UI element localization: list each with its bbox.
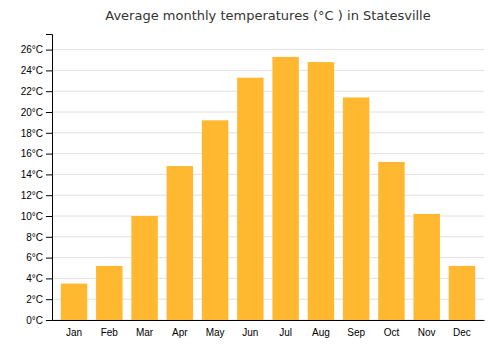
y-tick-mark	[46, 91, 52, 92]
y-tick-label: 16°C	[21, 148, 43, 159]
x-tick: Mar	[136, 327, 154, 338]
x-tick: Nov	[418, 327, 436, 338]
x-tick: Feb	[101, 327, 119, 338]
y-tick: 26°C	[21, 44, 52, 55]
y-tick-mark	[46, 320, 52, 321]
y-tick: 22°C	[21, 86, 52, 97]
bar	[131, 216, 157, 320]
y-tick-mark	[46, 216, 52, 217]
y-tick-label: 14°C	[21, 169, 43, 180]
y-tick-mark	[46, 133, 52, 134]
x-tick-label: Feb	[101, 327, 119, 338]
y-tick-label: 18°C	[21, 128, 43, 139]
x-tick-label: Oct	[384, 327, 400, 338]
y-tick-mark	[46, 70, 52, 71]
bar	[343, 97, 369, 320]
x-tick: Jul	[279, 327, 292, 338]
y-tick-label: 26°C	[21, 44, 43, 55]
y-tick-mark	[46, 258, 52, 259]
x-tick: Apr	[172, 327, 188, 338]
y-tick-label: 2°C	[26, 294, 43, 305]
chart: 0°C 2°C 4°C 6°C 8°C 10°C 12°C 14°C 16°C 18°C 20°C 2…	[0, 0, 500, 350]
grid-line	[52, 174, 484, 175]
bar	[378, 162, 404, 320]
y-tick: 18°C	[21, 128, 52, 139]
bar	[96, 266, 122, 320]
x-axis-line	[53, 320, 485, 321]
y-tick-label: 10°C	[21, 211, 43, 222]
x-tick: Oct	[384, 327, 400, 338]
x-tick-label: Sep	[347, 327, 365, 338]
grid-line	[52, 132, 484, 133]
y-tick: 10°C	[21, 211, 52, 222]
y-tick-label: 22°C	[21, 86, 43, 97]
grid-line	[52, 195, 484, 196]
x-tick-label: Apr	[172, 327, 188, 338]
y-tick-label: 4°C	[26, 273, 43, 284]
y-tick-mark	[46, 195, 52, 196]
x-tick-label: Nov	[418, 327, 436, 338]
y-tick: 0°C	[26, 315, 52, 326]
y-tick-label: 0°C	[26, 315, 43, 326]
y-axis: 0°C 2°C 4°C 6°C 8°C 10°C 12°C 14°C 16°C 18°C 20°C 2…	[21, 35, 53, 326]
y-tick: 8°C	[26, 232, 52, 243]
y-axis-line	[46, 35, 53, 321]
y-tick: 16°C	[21, 148, 52, 159]
y-tick: 14°C	[21, 169, 52, 180]
y-tick-label: 12°C	[21, 190, 43, 201]
x-tick-label: Mar	[136, 327, 154, 338]
bar	[308, 62, 334, 320]
y-tick-mark	[46, 299, 52, 300]
x-tick-label: May	[206, 327, 225, 338]
x-tick-label: Dec	[453, 327, 471, 338]
bar	[237, 78, 263, 320]
grid-line	[52, 70, 484, 71]
x-tick: Dec	[453, 327, 471, 338]
y-tick: 2°C	[26, 294, 52, 305]
bar	[449, 266, 475, 320]
y-tick-mark	[46, 112, 52, 113]
bar	[61, 284, 87, 320]
y-tick: 6°C	[26, 252, 52, 263]
x-tick: May	[206, 327, 225, 338]
y-tick-mark	[46, 237, 52, 238]
bar	[272, 57, 298, 320]
bar	[413, 214, 439, 320]
y-tick-mark	[46, 154, 52, 155]
plot-area: 0°C 2°C 4°C 6°C 8°C 10°C 12°C 14°C 16°C 18°C 20°C 2…	[21, 35, 485, 339]
y-tick: 4°C	[26, 273, 52, 284]
x-tick-label: Jan	[66, 327, 82, 338]
grid	[52, 50, 484, 320]
x-tick: Jan	[66, 327, 82, 338]
x-tick: Aug	[312, 327, 330, 338]
x-tick: Jun	[242, 327, 258, 338]
y-tick-label: 6°C	[26, 252, 43, 263]
y-tick-label: 20°C	[21, 107, 43, 118]
bars	[61, 57, 475, 320]
y-tick-label: 8°C	[26, 232, 43, 243]
y-tick-mark	[46, 50, 52, 51]
y-tick: 20°C	[21, 107, 52, 118]
x-tick-label: Jul	[279, 327, 292, 338]
y-tick-mark	[46, 278, 52, 279]
x-tick-label: Aug	[312, 327, 330, 338]
x-tick-label: Jun	[242, 327, 258, 338]
x-tick: Sep	[347, 327, 365, 338]
grid-line	[52, 91, 484, 92]
x-axis: Jan Feb Mar Apr May Jun Jul Aug Sep Oct Nov Dec	[53, 321, 485, 339]
y-tick-mark	[46, 174, 52, 175]
y-tick: 12°C	[21, 190, 52, 201]
y-tick-label: 24°C	[21, 65, 43, 76]
grid-line	[52, 153, 484, 154]
bar	[202, 120, 228, 320]
y-tick: 24°C	[21, 65, 52, 76]
grid-line	[52, 49, 484, 50]
title: Average monthly temperatures (°C ) in St…	[105, 8, 430, 23]
grid-line	[52, 112, 484, 113]
bar	[167, 166, 193, 320]
